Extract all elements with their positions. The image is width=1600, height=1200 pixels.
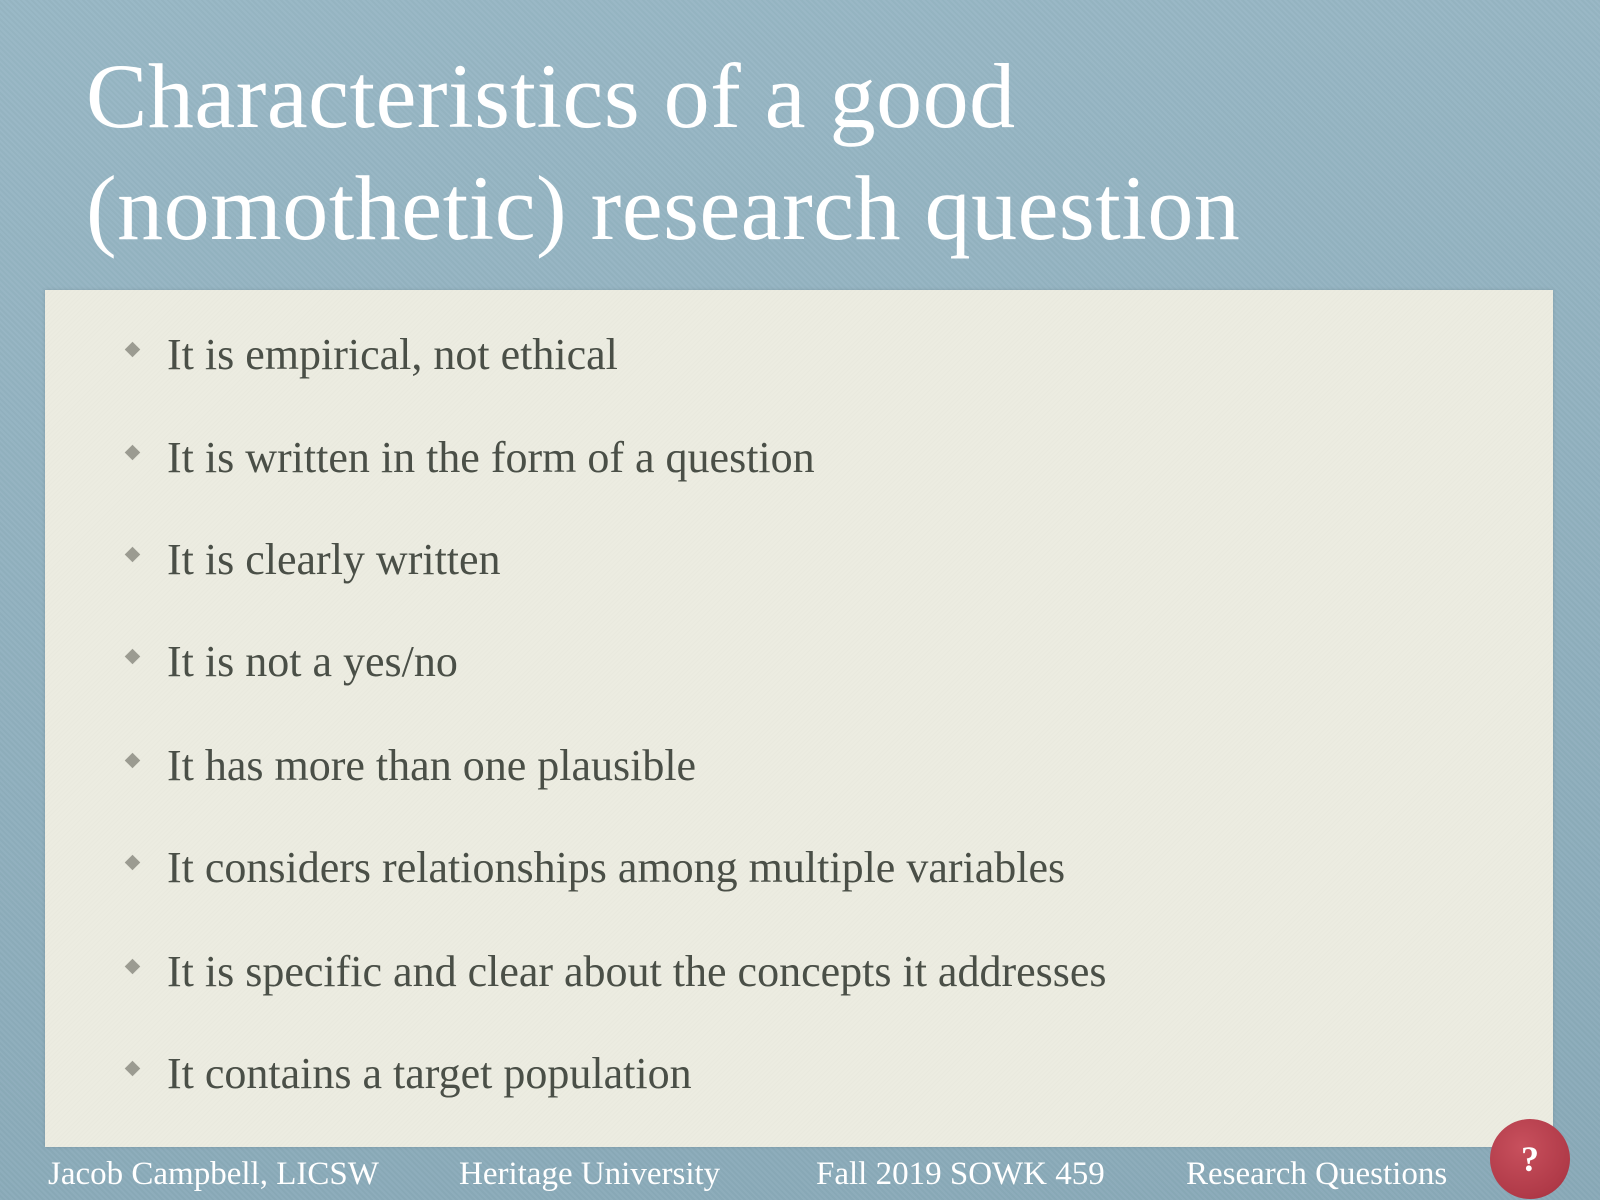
bullet-item: It is specific and clear about the conce… [124,942,1107,1002]
slide-title-line-2: (nomothetic) research question [86,157,1241,259]
bullet-text: It is written in the form of a question [167,433,815,482]
bullet-text: It has more than one plausible [167,741,697,790]
bullet-text: It is empirical, not ethical [167,330,618,379]
diamond-bullet-icon [124,341,141,357]
slide-footer: Jacob Campbell, LICSW Heritage Universit… [0,1152,1600,1196]
bullet-text: It is specific and clear about the conce… [167,947,1107,996]
bullet-text: It contains a target population [167,1049,692,1098]
diamond-bullet-icon [124,1060,141,1076]
question-mark-icon: ? [1521,1139,1539,1179]
content-panel: It is empirical, not ethical It is writt… [45,290,1553,1147]
slide-title: Characteristics of a good (nomothetic) r… [86,40,1546,264]
footer-author: Jacob Campbell, LICSW [48,1156,379,1192]
bullet-text: It is clearly written [167,535,501,584]
diamond-bullet-icon [124,648,141,664]
slide-title-line-1: Characteristics of a good [86,45,1016,147]
diamond-bullet-icon [124,958,141,974]
footer-topic: Research Questions [1186,1156,1448,1192]
bullet-item: It is not a yes/no [124,632,458,692]
bullet-text: It is not a yes/no [167,637,458,686]
bullet-text: It considers relationships among multipl… [167,843,1066,892]
bullet-item: It is clearly written [124,530,501,590]
diamond-bullet-icon [124,444,141,460]
bullet-item: It contains a target population [124,1044,692,1104]
bullet-item: It is written in the form of a question [124,428,815,488]
help-button[interactable]: ? [1490,1119,1570,1199]
footer-institution: Heritage University [459,1156,721,1192]
bullet-item: It has more than one plausible [124,736,697,796]
diamond-bullet-icon [124,546,141,562]
bullet-item: It is empirical, not ethical [124,325,618,385]
diamond-bullet-icon [124,854,141,870]
bullet-item: It considers relationships among multipl… [124,838,1066,898]
footer-course: Fall 2019 SOWK 459 [816,1156,1105,1192]
diamond-bullet-icon [124,752,141,768]
